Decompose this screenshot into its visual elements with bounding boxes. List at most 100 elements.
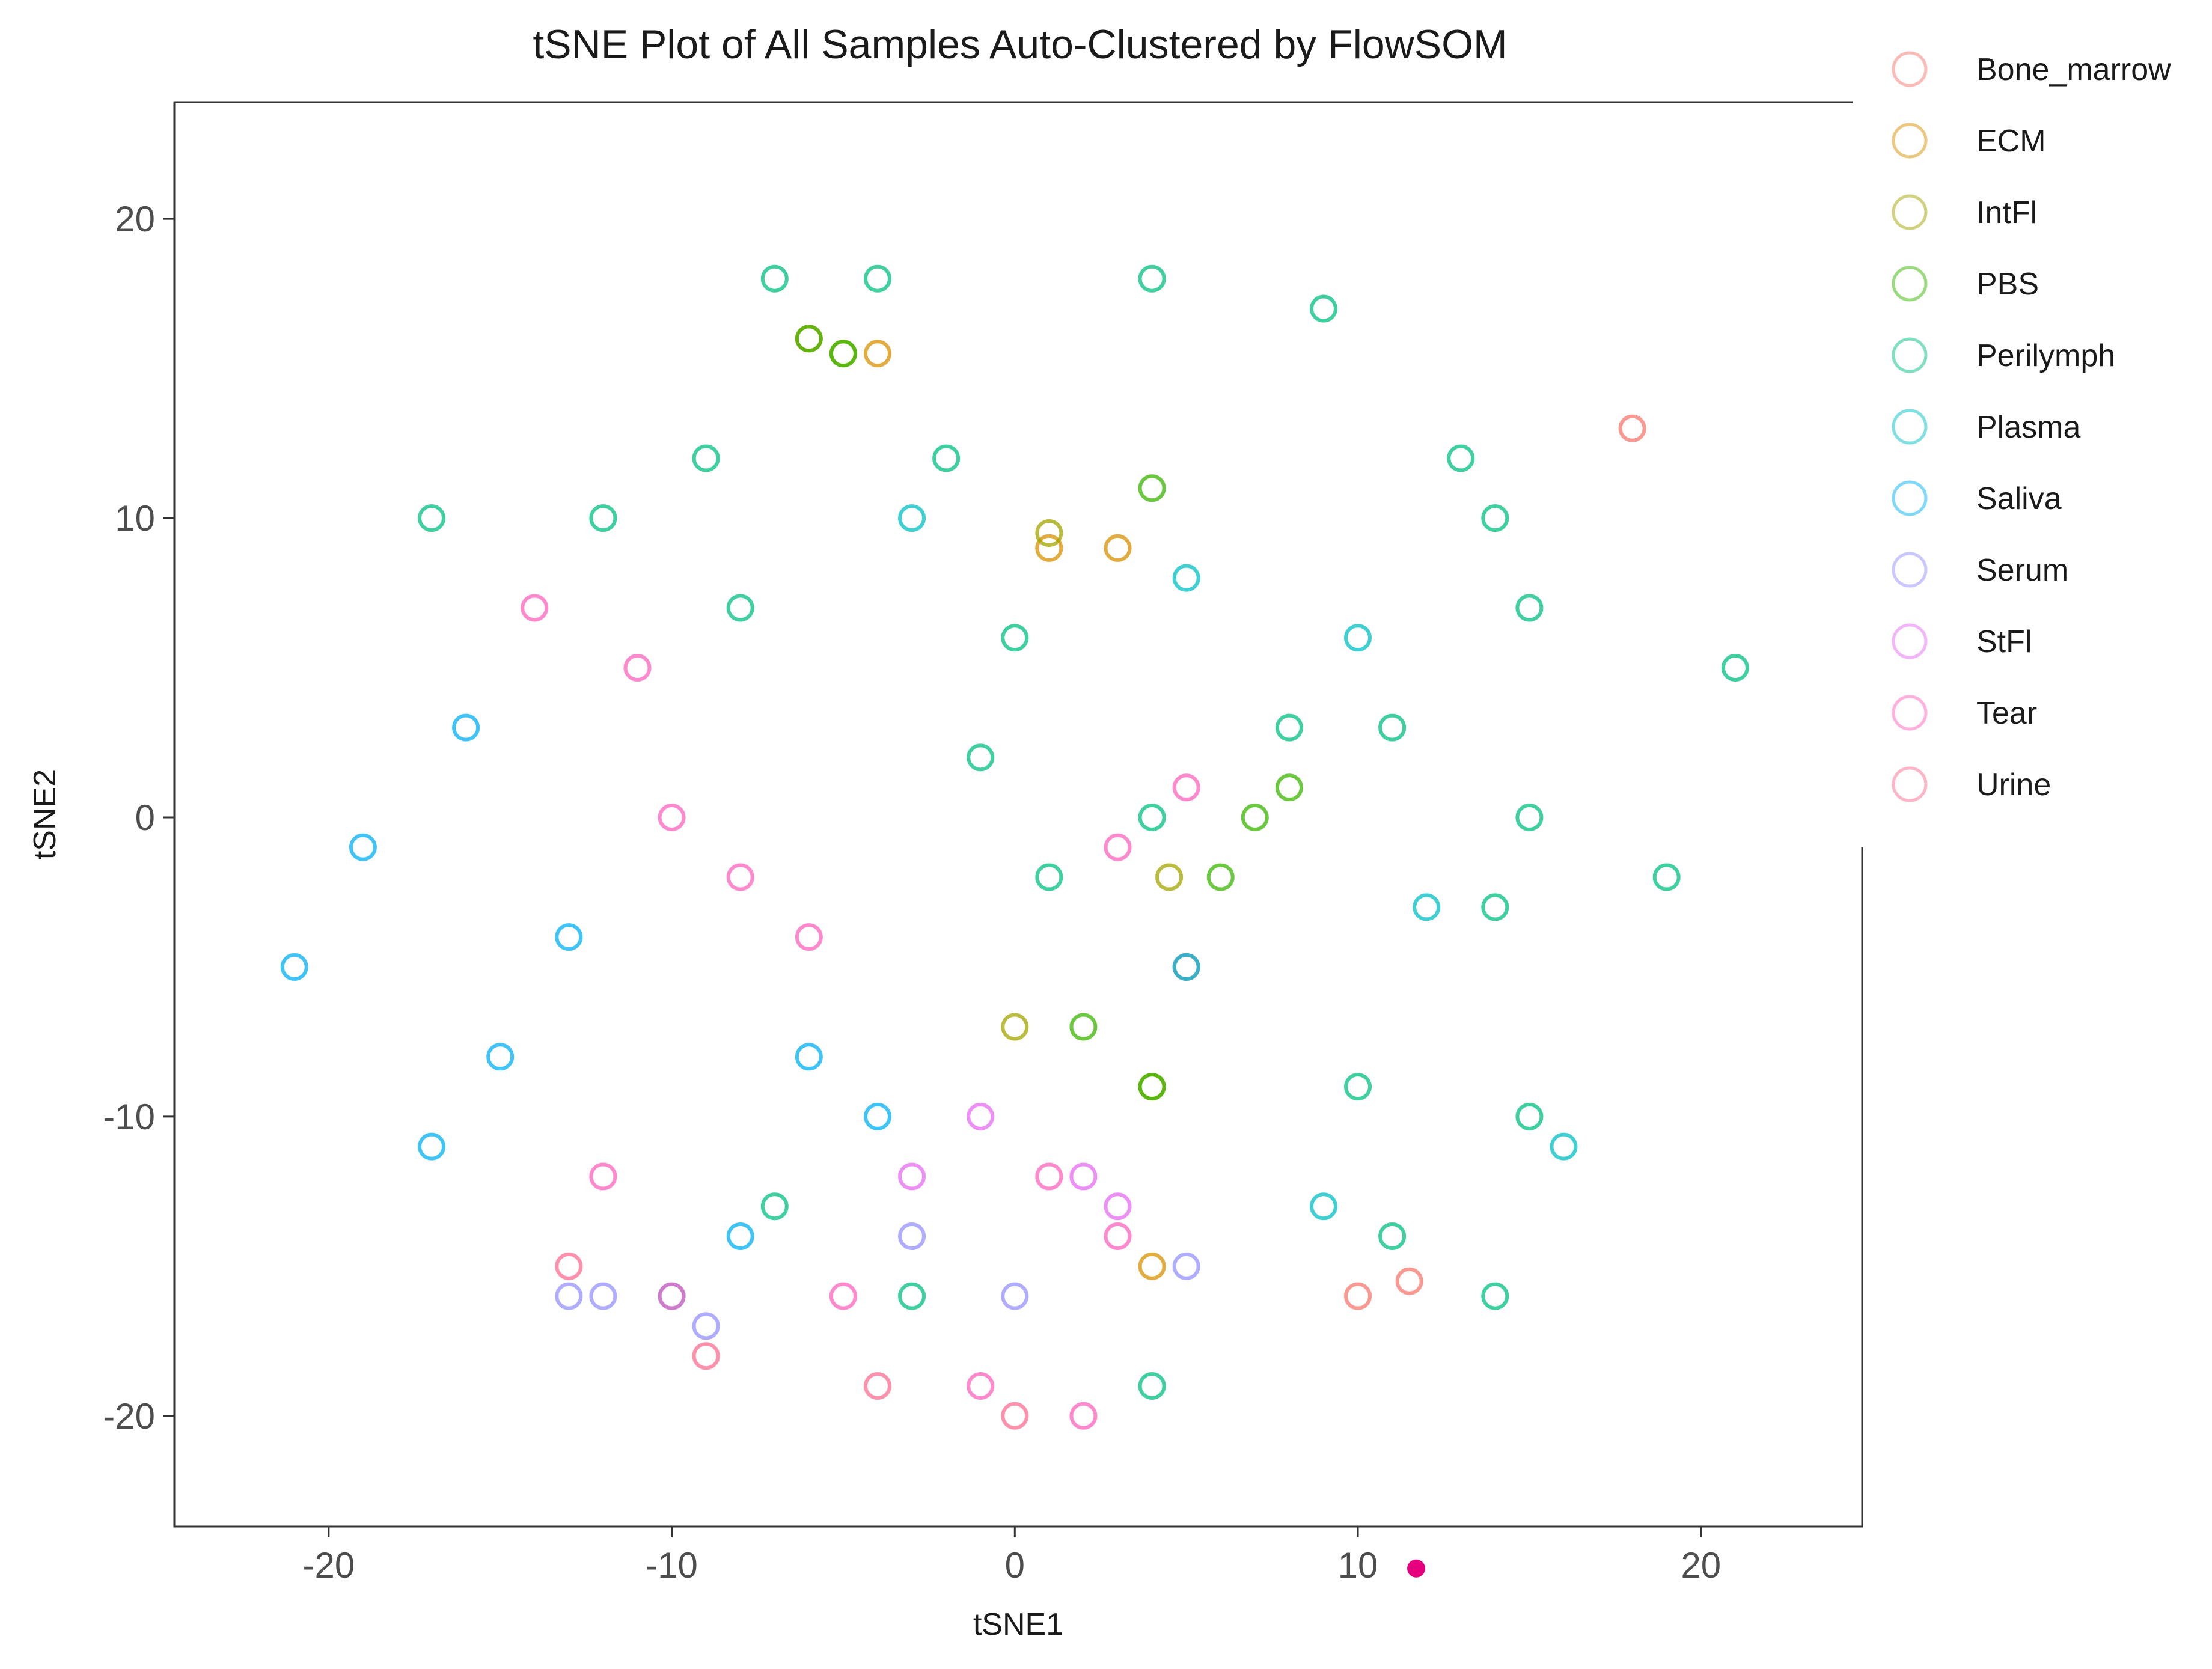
data-point: [898, 1282, 926, 1310]
legend-key-icon: [1892, 51, 1928, 87]
data-point: [1172, 953, 1200, 981]
series-perilymph: [418, 264, 1749, 1400]
data-point: [1138, 264, 1166, 293]
data-point: [726, 1222, 754, 1251]
data-point: [1344, 624, 1372, 652]
y-tick-label: 0: [135, 798, 155, 838]
legend: Bone_marrow ECM IntFl PBS Perilymph Plasma Sal…: [1853, 24, 2212, 847]
annotation-layer: [1407, 1559, 1426, 1578]
legend-key-icon: [1892, 337, 1928, 373]
data-point: [1138, 1372, 1166, 1400]
scatter-points-layer: [280, 264, 1749, 1430]
y-tick-label: 20: [115, 199, 155, 239]
data-point: [1035, 863, 1063, 891]
legend-entry-label: PBS: [1976, 267, 2039, 302]
series-intfl: [829, 340, 1184, 1101]
y-tick-label: -20: [103, 1396, 155, 1436]
legend-key-icon: [1892, 623, 1928, 659]
legend-entry-label: Tear: [1976, 696, 2037, 731]
data-point: [760, 1192, 789, 1221]
data-point: [1550, 1132, 1578, 1161]
data-point: [1275, 713, 1303, 742]
data-point: [1138, 1073, 1166, 1101]
data-point: [1035, 519, 1063, 547]
data-point: [1515, 1102, 1544, 1130]
data-point: [1309, 1192, 1337, 1221]
legend-key-icon: [1892, 766, 1928, 802]
data-point: [589, 1282, 617, 1310]
y-axis-label: tSNE2: [28, 769, 63, 859]
legend-key-icon: [1892, 409, 1928, 445]
x-tick-label: 10: [1338, 1545, 1378, 1585]
data-point: [452, 713, 480, 742]
data-point: [1104, 534, 1132, 562]
data-point: [864, 1372, 891, 1400]
legend-key-icon: [1892, 552, 1928, 588]
data-point: [829, 340, 857, 368]
data-point: [1069, 1013, 1098, 1041]
series-bone-marrow: [1344, 414, 1646, 1310]
x-tick-label: -10: [646, 1545, 698, 1585]
series-plasma: [898, 504, 1578, 1221]
series-serum: [555, 1222, 1200, 1340]
legend-key-icon: [1892, 123, 1928, 159]
data-point: [1344, 1282, 1372, 1310]
data-point: [1481, 893, 1509, 921]
data-point: [555, 1282, 583, 1310]
legend-entry-label: StFl: [1976, 624, 2032, 659]
data-point: [1447, 444, 1475, 472]
data-point: [1378, 1222, 1407, 1251]
plot-panel-border: [173, 101, 1863, 1528]
data-point: [967, 1372, 995, 1400]
legend-entry-label: Saliva: [1976, 481, 2062, 516]
data-point: [1378, 713, 1407, 742]
data-point: [864, 340, 891, 368]
legend-entry-label: Serum: [1976, 553, 2068, 588]
data-point: [898, 1222, 926, 1251]
x-tick-label: 0: [1005, 1545, 1025, 1585]
data-point: [1172, 773, 1200, 802]
data-point: [658, 1282, 686, 1310]
y-tick-label: -10: [103, 1097, 155, 1137]
data-point: [1138, 803, 1166, 831]
legend-entry-label: Plasma: [1976, 410, 2080, 445]
data-point: [795, 1043, 823, 1071]
legend-background: [1853, 24, 2212, 847]
x-axis-label: tSNE1: [973, 1607, 1063, 1642]
y-tick-label: 10: [115, 498, 155, 539]
data-point: [1001, 1282, 1029, 1310]
series-pbs: [795, 325, 1303, 1101]
data-point: [692, 1342, 720, 1370]
data-point: [1069, 1402, 1098, 1430]
series-urine: [555, 1252, 1029, 1430]
series-saliva: [280, 713, 1200, 1310]
data-point: [1069, 1162, 1098, 1191]
data-point: [1618, 414, 1646, 442]
data-point: [1395, 1267, 1423, 1295]
data-point: [1104, 1222, 1132, 1251]
x-axis: -20 -10 0 10 20: [302, 1527, 1721, 1585]
data-point: [280, 953, 308, 981]
x-tick-label: 20: [1681, 1545, 1721, 1585]
data-point: [829, 1282, 857, 1310]
data-point: [1275, 773, 1303, 802]
series-tear: [521, 594, 1200, 1430]
data-point: [1138, 1252, 1166, 1280]
data-point: [1413, 893, 1441, 921]
data-point: [932, 444, 961, 472]
data-point: [864, 1102, 891, 1130]
series-ecm: [795, 325, 1200, 1280]
series-stfl: [898, 1102, 1132, 1221]
data-point: [726, 594, 754, 622]
data-point: [898, 504, 926, 532]
data-point: [623, 654, 652, 682]
data-point: [1035, 534, 1063, 562]
data-point: [1172, 564, 1200, 592]
data-point: [486, 1043, 515, 1071]
data-point: [349, 833, 377, 861]
data-point: [658, 803, 686, 831]
data-point: [967, 743, 995, 772]
data-point: [589, 1162, 617, 1191]
data-point: [1172, 1252, 1200, 1280]
